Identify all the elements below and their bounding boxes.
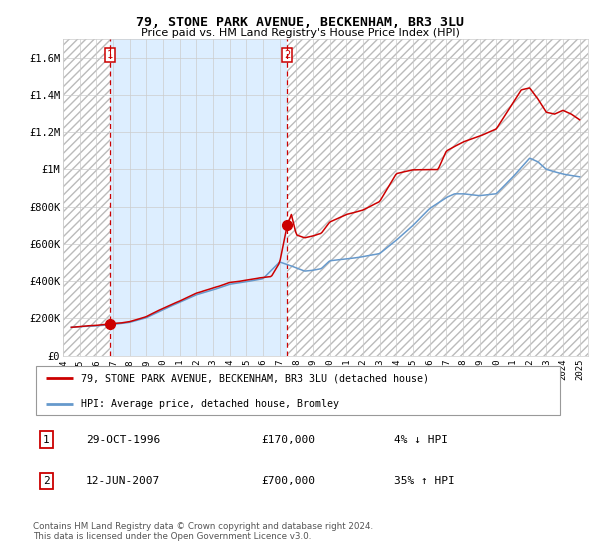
Text: Contains HM Land Registry data © Crown copyright and database right 2024.
This d: Contains HM Land Registry data © Crown c… [33, 522, 373, 542]
Text: HPI: Average price, detached house, Bromley: HPI: Average price, detached house, Brom… [81, 399, 339, 409]
Bar [287, 39, 588, 356]
FancyBboxPatch shape [35, 366, 560, 415]
Text: 35% ↑ HPI: 35% ↑ HPI [394, 476, 455, 486]
Text: 1: 1 [43, 435, 50, 445]
Bar [287, 39, 588, 356]
Bar [110, 39, 287, 356]
Text: £170,000: £170,000 [262, 435, 316, 445]
Text: 4% ↓ HPI: 4% ↓ HPI [394, 435, 448, 445]
Text: £700,000: £700,000 [262, 476, 316, 486]
Text: 79, STONE PARK AVENUE, BECKENHAM, BR3 3LU: 79, STONE PARK AVENUE, BECKENHAM, BR3 3L… [136, 16, 464, 29]
Bar [63, 39, 110, 356]
Text: 79, STONE PARK AVENUE, BECKENHAM, BR3 3LU (detached house): 79, STONE PARK AVENUE, BECKENHAM, BR3 3L… [81, 374, 429, 384]
Text: 1: 1 [107, 50, 113, 60]
Text: 29-OCT-1996: 29-OCT-1996 [86, 435, 160, 445]
Text: 2: 2 [43, 476, 50, 486]
Text: 2: 2 [284, 50, 290, 60]
Text: 12-JUN-2007: 12-JUN-2007 [86, 476, 160, 486]
Bar [63, 39, 110, 356]
Text: Price paid vs. HM Land Registry's House Price Index (HPI): Price paid vs. HM Land Registry's House … [140, 28, 460, 38]
